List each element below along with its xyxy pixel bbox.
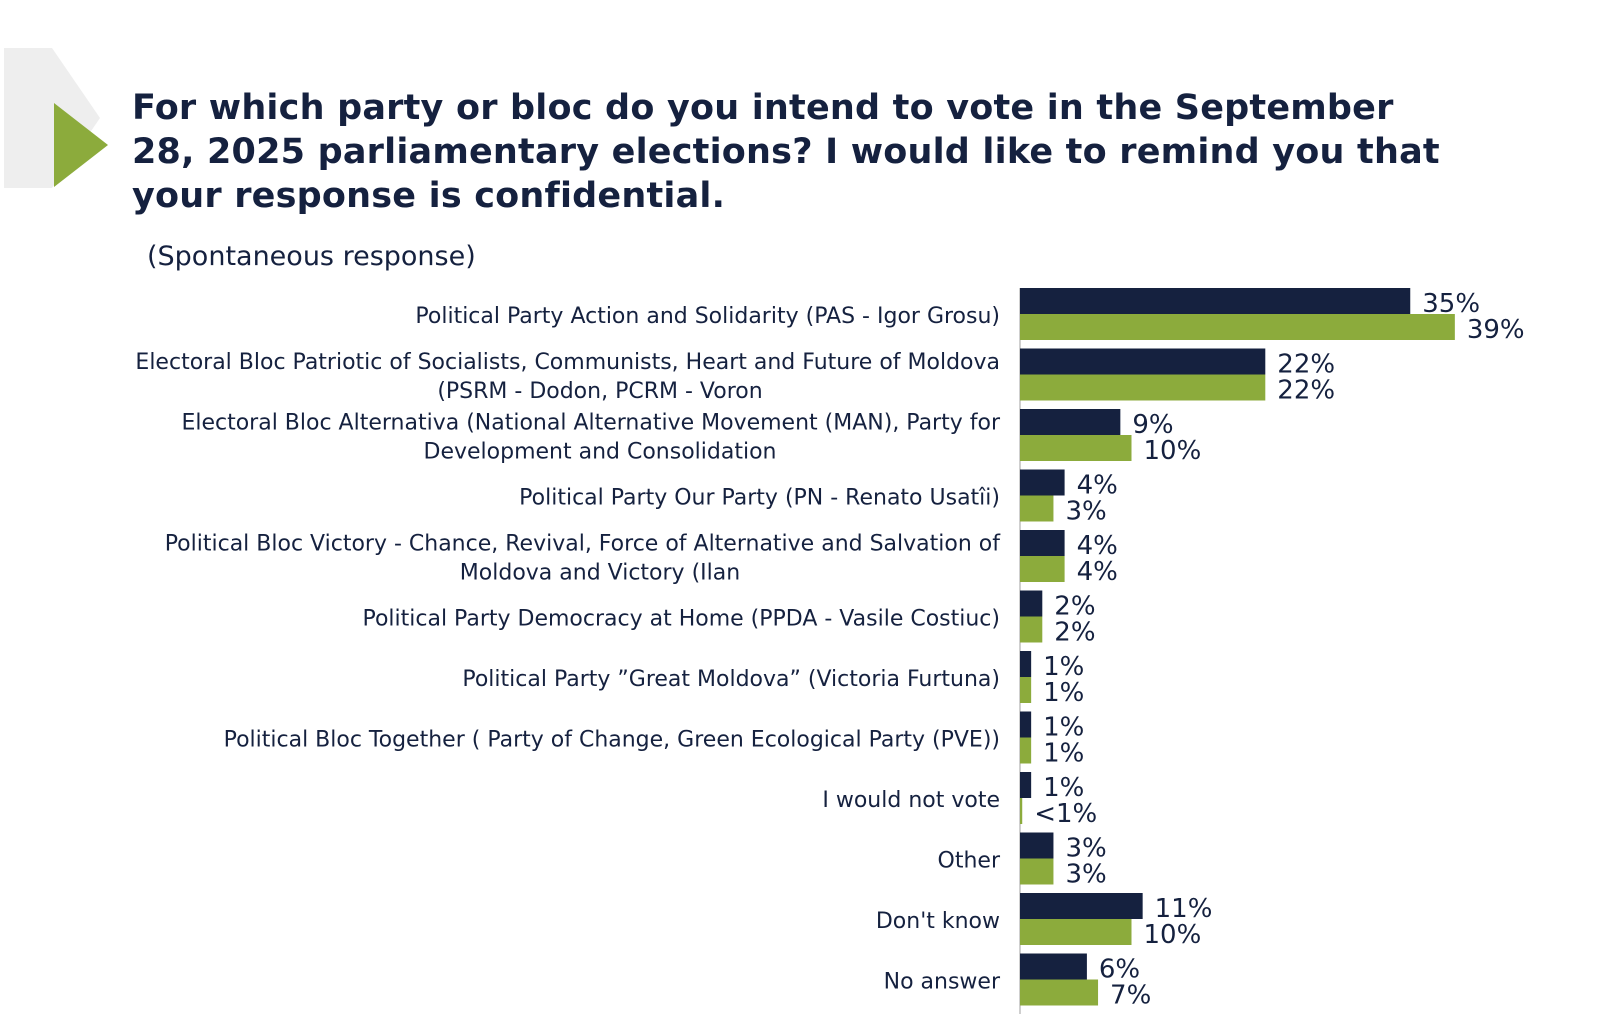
- bar-series-2: [1020, 495, 1054, 522]
- data-label: 1%: [1043, 739, 1084, 769]
- bar-series-2: [1020, 556, 1065, 582]
- data-label: 4%: [1077, 471, 1118, 501]
- bar-series-1: [1020, 893, 1143, 919]
- data-label: 6%: [1099, 955, 1140, 985]
- category-label: Political Party Democracy at Home (PPDA …: [362, 607, 1000, 632]
- data-label: 2%: [1054, 618, 1095, 648]
- category-label: Development and Consolidation: [424, 440, 777, 465]
- data-label: 39%: [1467, 315, 1525, 345]
- data-label: 1%: [1043, 773, 1084, 803]
- data-label: 2%: [1054, 592, 1095, 622]
- category-label: I would not vote: [822, 788, 1000, 813]
- bar-series-2: [1020, 737, 1032, 764]
- category-label: Other: [938, 849, 1001, 874]
- data-label: 4%: [1077, 531, 1118, 561]
- category-label: Political Party Action and Solidarity (P…: [415, 304, 1000, 329]
- bar-series-1: [1020, 832, 1054, 859]
- data-label: 1%: [1043, 652, 1084, 682]
- data-label: 3%: [1065, 834, 1106, 864]
- bar-series-2: [1020, 314, 1455, 340]
- category-label: Don't know: [876, 909, 1000, 934]
- bar-series-1: [1020, 288, 1411, 314]
- bar-series-2: [1020, 374, 1266, 401]
- data-label: 9%: [1132, 410, 1173, 440]
- bar-series-2: [1020, 798, 1023, 824]
- data-label: 22%: [1277, 350, 1335, 380]
- category-label: Electoral Bloc Alternativa (National Alt…: [181, 411, 1001, 436]
- bar-series-2: [1020, 616, 1043, 643]
- bar-series-2: [1020, 435, 1132, 461]
- data-label: 10%: [1144, 920, 1202, 950]
- category-label: Political Party ”Great Moldova” (Victori…: [462, 667, 1000, 692]
- bar-series-1: [1020, 348, 1266, 375]
- bar-series-1: [1020, 530, 1065, 556]
- page-title: For which party or bloc do you intend to…: [132, 88, 1440, 216]
- data-label: 3%: [1065, 497, 1106, 527]
- data-label: 1%: [1043, 713, 1084, 743]
- data-label: 1%: [1043, 678, 1084, 708]
- category-label: Electoral Bloc Patriotic of Socialists, …: [135, 350, 1000, 375]
- data-label: 3%: [1065, 860, 1106, 890]
- bar-series-1: [1020, 409, 1121, 435]
- bar-series-2: [1020, 858, 1054, 885]
- category-label: Moldova and Victory (Ilan: [460, 561, 740, 586]
- bar-series-1: [1020, 772, 1032, 798]
- data-label: 7%: [1110, 981, 1151, 1011]
- category-label: Political Party Our Party (PN - Renato U…: [519, 486, 1000, 511]
- chart-subtitle: (Spontaneous response): [147, 241, 476, 272]
- bar-series-1: [1020, 469, 1065, 496]
- bar-series-1: [1020, 711, 1032, 738]
- data-label: 10%: [1144, 436, 1202, 466]
- category-label: Political Bloc Victory - Chance, Revival…: [165, 532, 1002, 557]
- category-label: No answer: [884, 970, 1001, 995]
- bar-series-1: [1020, 953, 1087, 980]
- data-label: 11%: [1155, 894, 1213, 924]
- data-label: 22%: [1277, 376, 1335, 406]
- bar-series-2: [1020, 979, 1099, 1006]
- green-arrow-icon: [54, 103, 108, 187]
- bar-series-1: [1020, 651, 1032, 677]
- bar-series-1: [1020, 590, 1043, 617]
- data-label: <1%: [1034, 799, 1097, 829]
- bar-series-2: [1020, 677, 1032, 703]
- data-label: 4%: [1077, 557, 1118, 587]
- category-label: (PSRM - Dodon, PCRM - Voron: [437, 379, 762, 404]
- category-label: Political Bloc Together ( Party of Chang…: [224, 728, 1000, 753]
- bar-series-2: [1020, 919, 1132, 945]
